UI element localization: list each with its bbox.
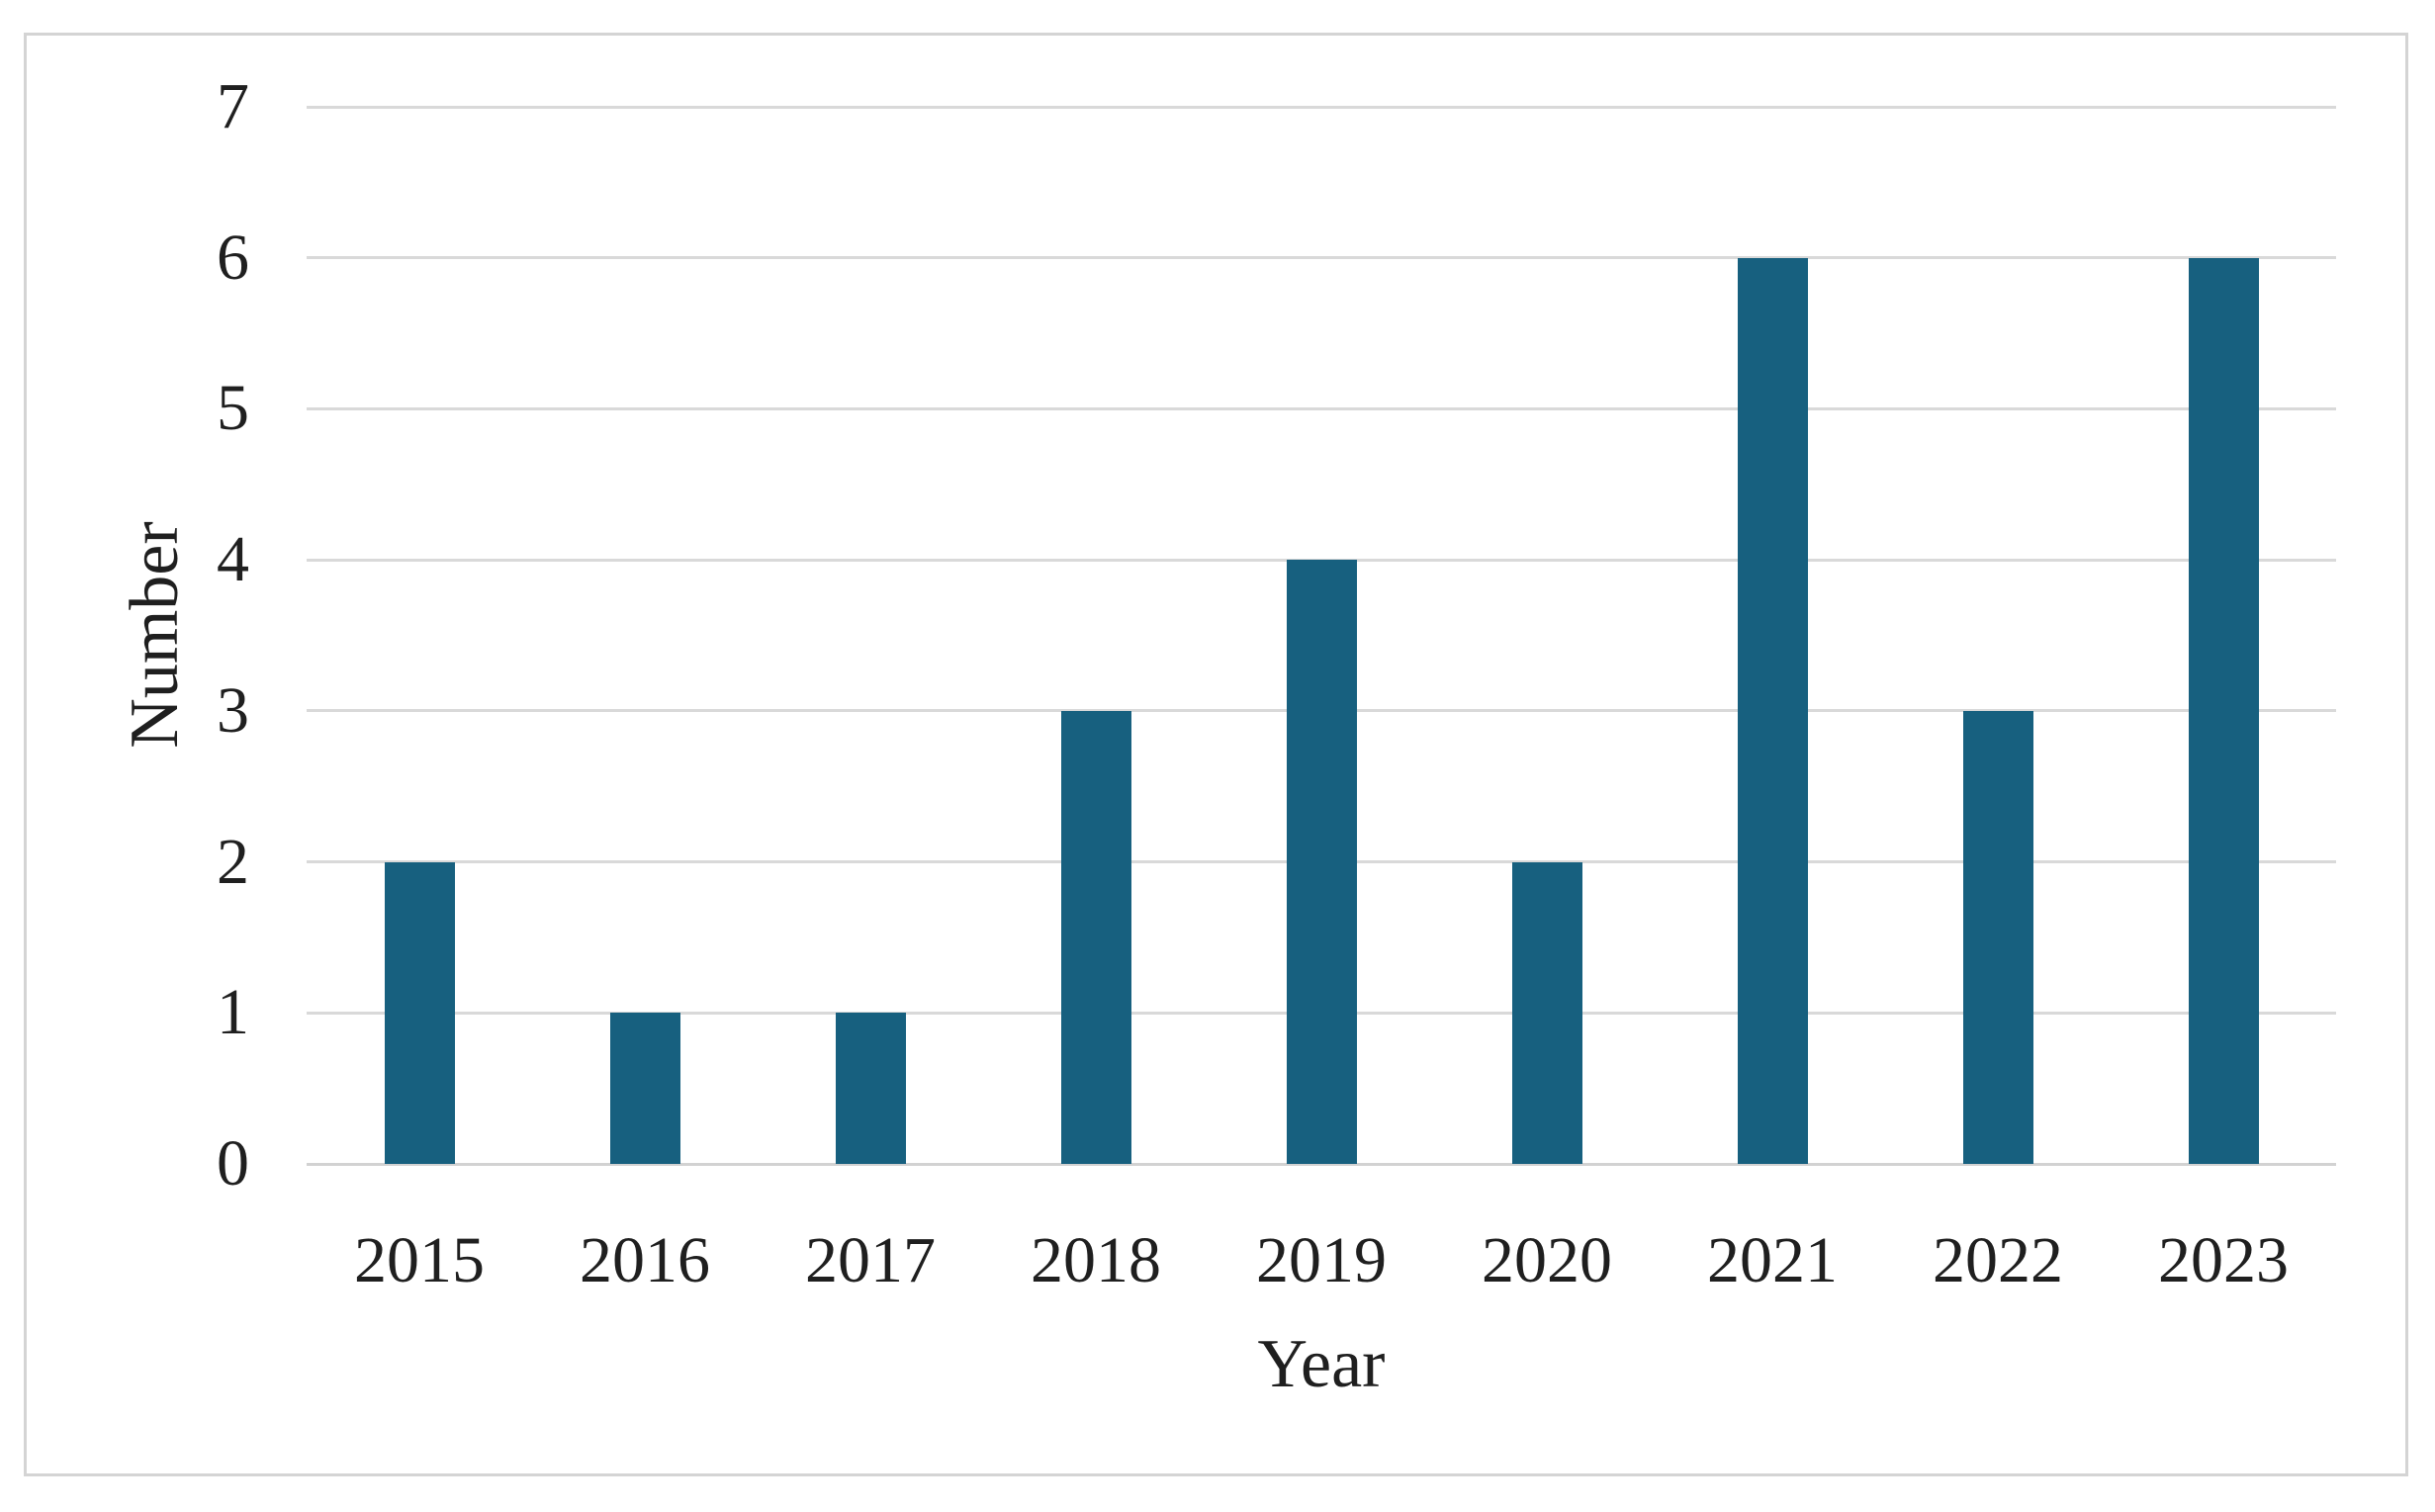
x-tick-label: 2016 <box>580 1224 710 1296</box>
x-tick-label: 2015 <box>354 1224 485 1296</box>
y-tick-label: 1 <box>217 976 249 1049</box>
y-tick-label: 5 <box>217 372 249 445</box>
y-tick-label: 0 <box>217 1127 249 1200</box>
gridline <box>307 406 2336 410</box>
x-tick-label: 2017 <box>805 1224 936 1296</box>
bar-2018 <box>1060 710 1131 1164</box>
gridline <box>307 105 2336 109</box>
x-axis-baseline <box>307 1162 2336 1166</box>
x-axis-title: Year <box>1257 1326 1386 1402</box>
y-tick-label: 4 <box>217 523 249 596</box>
chart-frame-border <box>24 33 2408 1476</box>
plot-area <box>307 105 2336 1166</box>
x-tick-label: 2021 <box>1707 1224 1838 1296</box>
bar-2022 <box>1962 710 2033 1164</box>
bar-2021 <box>1737 257 1808 1164</box>
x-tick-label: 2023 <box>2158 1224 2289 1296</box>
y-tick-label: 6 <box>217 221 249 294</box>
y-axis-title: Number <box>117 521 193 749</box>
y-tick-label: 3 <box>217 673 249 747</box>
y-tick-label: 2 <box>217 825 249 898</box>
bar-2017 <box>835 1013 906 1164</box>
x-tick-label: 2022 <box>1933 1224 2063 1296</box>
x-tick-label: 2019 <box>1256 1224 1387 1296</box>
x-tick-label: 2018 <box>1031 1224 1161 1296</box>
bar-2023 <box>2188 257 2259 1164</box>
gridline <box>307 256 2336 260</box>
bar-2016 <box>609 1013 680 1164</box>
bar-2019 <box>1286 560 1357 1164</box>
bar-2020 <box>1511 861 1582 1164</box>
y-tick-label: 7 <box>217 70 249 142</box>
bar-2015 <box>384 861 455 1164</box>
x-tick-label: 2020 <box>1482 1224 1612 1296</box>
x-axis-tick-labels: 2015 2016 2017 2018 2019 2020 2021 2022 2023 <box>307 1221 2336 1300</box>
gridline <box>307 558 2336 562</box>
